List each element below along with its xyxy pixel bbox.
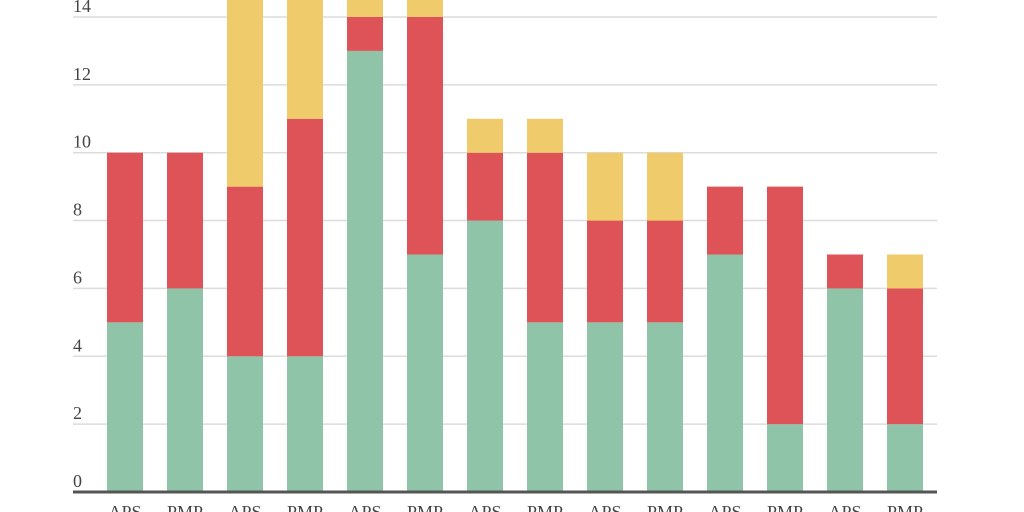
x-tick-label: PMP (287, 502, 323, 512)
y-tick-label: 0 (73, 471, 82, 491)
x-tick-label: PMP (767, 502, 803, 512)
bar-segment-1 (587, 220, 623, 323)
bar-segment-1 (887, 288, 923, 425)
x-tick-label: PMP (647, 502, 683, 512)
bar-segment-0 (107, 322, 143, 492)
bar-segment-0 (827, 288, 863, 492)
bar-segment-2 (587, 152, 623, 221)
bar-segment-1 (647, 220, 683, 323)
bar-segment-1 (107, 152, 143, 323)
y-tick-label: 8 (73, 200, 82, 220)
bar-segment-1 (527, 152, 563, 323)
bar-segment-1 (287, 118, 323, 357)
bar-segment-1 (827, 254, 863, 289)
bar-segment-2 (527, 118, 563, 153)
bar-segment-1 (467, 152, 503, 221)
bar-segment-2 (227, 0, 263, 187)
bar-segment-1 (227, 186, 263, 357)
bar-segment-0 (347, 50, 383, 492)
bar-segment-0 (227, 356, 263, 492)
y-tick-label: 6 (73, 267, 82, 287)
bar-segment-0 (407, 254, 443, 492)
y-tick-label: 12 (73, 64, 91, 84)
bar-segment-2 (347, 0, 383, 17)
x-tick-label: APS (108, 502, 141, 512)
bar-segment-1 (707, 186, 743, 255)
y-tick-label: 10 (73, 132, 91, 152)
bar-segment-0 (467, 220, 503, 492)
bar-segment-0 (167, 288, 203, 492)
bar-segment-0 (887, 424, 923, 492)
bar-segment-1 (767, 186, 803, 425)
y-tick-label: 14 (73, 0, 91, 16)
bar-segment-2 (287, 0, 323, 119)
x-tick-label: PMP (527, 502, 563, 512)
x-tick-label: APS (708, 502, 741, 512)
bar-segment-1 (167, 152, 203, 289)
bar-segment-1 (347, 16, 383, 51)
bar-segment-0 (587, 322, 623, 492)
bar-segment-1 (407, 16, 443, 255)
x-tick-label: PMP (167, 502, 203, 512)
bar-segment-2 (407, 0, 443, 17)
bar-segment-0 (527, 322, 563, 492)
bar-segment-2 (467, 118, 503, 153)
bar-segment-2 (887, 254, 923, 289)
bar-segment-2 (647, 152, 683, 221)
bar-segment-0 (767, 424, 803, 492)
bar-segment-0 (287, 356, 323, 492)
y-tick-label: 4 (73, 335, 82, 355)
x-tick-label: APS (348, 502, 381, 512)
x-tick-label: APS (828, 502, 861, 512)
bar-segment-0 (707, 254, 743, 492)
x-tick-label: APS (228, 502, 261, 512)
x-tick-label: APS (588, 502, 621, 512)
bar-segment-0 (647, 322, 683, 492)
x-tick-label: PMP (887, 502, 923, 512)
x-tick-label: APS (468, 502, 501, 512)
y-tick-label: 2 (73, 403, 82, 423)
x-tick-label: PMP (407, 502, 443, 512)
